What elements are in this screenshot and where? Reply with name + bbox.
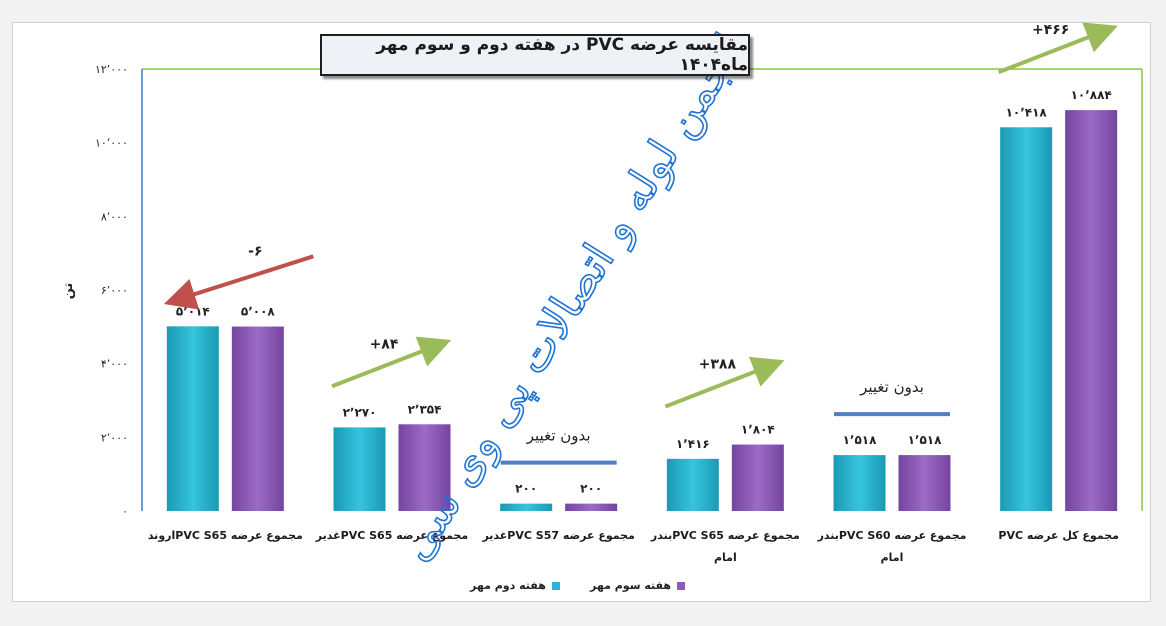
category-label: مجموع عرضه PVC S57غدیر	[481, 529, 634, 542]
bar-week3	[1065, 110, 1118, 511]
category-label: مجموع عرضه PVC S65بندر	[650, 529, 800, 542]
bar-week3	[898, 455, 951, 511]
data-label: ۵٬۰۱۴	[176, 304, 210, 318]
change-label: +۸۴	[370, 336, 399, 352]
category-label: مجموع کل عرضه PVC	[998, 529, 1119, 542]
data-label: ۱۰٬۴۱۸	[1006, 105, 1048, 119]
bar-week2	[666, 458, 719, 511]
bar-week2	[500, 503, 553, 511]
bar-week3	[231, 326, 284, 511]
legend-label-week2: هفته دوم مهر	[470, 579, 546, 592]
y-tick-label: ۸٬۰۰۰	[101, 210, 128, 223]
data-label: ۱٬۵۱۸	[908, 433, 943, 447]
legend-swatch-week3	[677, 581, 686, 590]
bar-week2	[1000, 127, 1053, 512]
y-tick-label: ۲٬۰۰۰	[101, 431, 128, 444]
chart-title: مقایسه عرضه PVC در هفته دوم و سوم مهر ما…	[320, 34, 750, 76]
category-label: امام	[881, 551, 904, 564]
category-label: مجموع عرضه PVC S65غدیر	[315, 529, 468, 542]
bar-week3	[398, 424, 451, 511]
legend-label-week3: هفته سوم مهر	[590, 579, 672, 592]
category-label: امام	[714, 551, 737, 564]
data-label: ۲۰۰	[515, 482, 537, 496]
bar-week2	[166, 326, 219, 511]
legend-item-week3: هفته سوم مهر	[590, 579, 686, 592]
change-arrow-up	[331, 336, 452, 389]
data-label: ۱٬۸۰۴	[741, 423, 775, 437]
y-tick-label: ۱۲٬۰۰۰	[95, 63, 128, 76]
y-tick-label: ۶٬۰۰۰	[101, 284, 128, 297]
data-label: ۲٬۲۷۰	[343, 405, 377, 419]
bar-week3	[731, 444, 784, 511]
change-label: -۶	[248, 243, 262, 259]
y-tick-label: ۰	[122, 505, 128, 518]
data-label: ۱۰٬۸۸۴	[1071, 88, 1112, 102]
change-label: +۴۶۶	[1032, 22, 1069, 38]
data-label: ۲۰۰	[580, 482, 602, 496]
bar-week2	[833, 455, 886, 511]
change-label: بدون تغییر	[859, 378, 924, 396]
category-label: مجموع عرضه PVC S65اروند	[148, 529, 303, 542]
data-label: ۱٬۵۱۸	[843, 433, 878, 447]
data-label: ۵٬۰۰۸	[241, 305, 276, 319]
change-arrow-up	[997, 22, 1118, 74]
y-tick-label: ۴٬۰۰۰	[101, 358, 128, 371]
change-arrow-up	[664, 356, 785, 409]
data-label: ۲٬۳۵۴	[408, 402, 442, 416]
change-label: +۳۸۸	[699, 357, 737, 373]
change-label: بدون تغییر	[526, 427, 591, 445]
bar-week2	[333, 427, 386, 511]
change-arrow-down	[163, 254, 314, 310]
legend-swatch-week2	[551, 581, 560, 590]
data-label: ۱٬۴۱۶	[676, 437, 710, 451]
y-axis-label: تن	[61, 283, 76, 300]
y-tick-label: ۱۰٬۰۰۰	[95, 137, 128, 150]
bar-week3	[565, 503, 618, 511]
legend-item-week2: هفته دوم مهر	[470, 579, 560, 592]
category-label: مجموع عرضه PVC S60بندر	[817, 529, 967, 542]
